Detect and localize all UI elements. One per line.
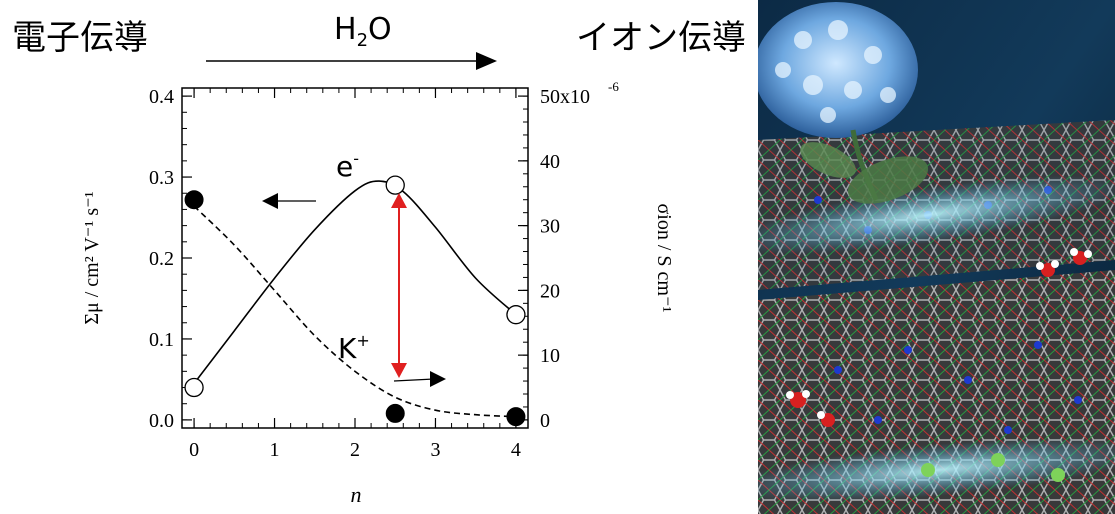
y-right-tick-label: 50x10 — [540, 86, 590, 108]
axis-ticks — [182, 88, 528, 428]
crystal-structure-illustration — [758, 0, 1115, 514]
electron-data-point — [385, 175, 405, 195]
y-left-tick-label: 0.1 — [149, 329, 174, 351]
ion-series-label: K+ — [338, 331, 370, 365]
y-right-tick-label: 40 — [540, 151, 560, 173]
ion-conductivity-curve — [193, 205, 516, 418]
ion-series-letter: K — [338, 332, 357, 365]
y-right-exponent: -6 — [608, 79, 619, 94]
x-tick-label: 2 — [350, 439, 360, 461]
ion-data-point — [385, 403, 405, 423]
electron-data-point — [184, 377, 204, 398]
water-label-sub: 2 — [356, 30, 369, 51]
y-right-tick-label: 0 — [540, 410, 550, 432]
electron-series-label: e- — [336, 149, 359, 183]
ion-data-point — [506, 407, 526, 427]
right-axis-pointer-arrow — [393, 371, 446, 387]
water-label: H2O — [334, 12, 392, 51]
illustration-svg — [758, 0, 1115, 514]
x-tick-label: 0 — [189, 439, 199, 461]
x-axis-label: n — [351, 482, 362, 507]
axis-tick-labels: 0 1 2 3 4 0.0 0.1 0.2 0.3 0.4 0 10 20 30 40 50x10 — [149, 86, 590, 461]
ion-data-point — [184, 190, 204, 210]
contrast-double-arrow — [391, 193, 407, 378]
y-axis-left-label: Σμ / cm² V⁻¹ s⁻¹ — [81, 191, 103, 324]
y-left-tick-label: 0.2 — [149, 248, 174, 270]
y-right-tick-label: 20 — [540, 280, 560, 302]
x-tick-label: 1 — [270, 439, 280, 461]
y-axis-right-label: σion / S cm⁻¹ — [653, 203, 675, 312]
y-right-tick-label: 10 — [540, 345, 560, 367]
electron-series-letter: e — [336, 150, 353, 183]
electronic-conduction-label: 電子伝導 — [12, 18, 148, 58]
ionic-conduction-label: イオン伝導 — [576, 18, 746, 58]
x-tick-label: 3 — [430, 439, 440, 461]
ion-series-sup: + — [356, 331, 369, 350]
y-right-tick-label: 30 — [540, 216, 560, 238]
plot-frame — [181, 87, 529, 429]
y-left-tick-label: 0.3 — [149, 167, 174, 189]
conductivity-chart: 0 1 2 3 4 0.0 0.1 0.2 0.3 0.4 0 10 20 30 40 50x10 n Σμ … — [81, 52, 675, 507]
x-tick-label: 4 — [511, 439, 521, 461]
electron-series-sup: - — [353, 149, 359, 168]
left-axis-pointer-arrow — [262, 193, 316, 209]
water-label-base: H — [334, 12, 357, 47]
y-left-tick-label: 0.0 — [149, 410, 174, 432]
water-direction-arrow — [206, 52, 497, 70]
electron-mobility-curve — [193, 180, 517, 384]
y-left-tick-label: 0.4 — [149, 86, 174, 108]
electron-data-point — [506, 305, 526, 325]
water-label-tail: O — [368, 12, 392, 47]
